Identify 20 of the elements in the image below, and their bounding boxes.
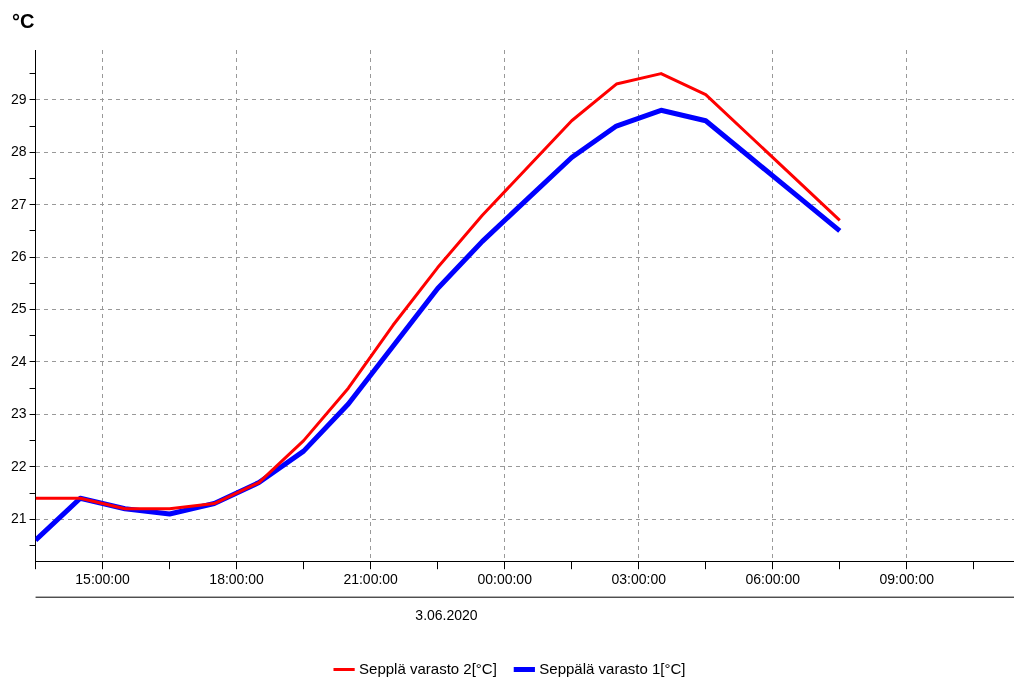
y-tick-label: 25 bbox=[10, 300, 27, 317]
text: 3.06.2020 bbox=[415, 607, 478, 624]
y-axis-title: °C bbox=[12, 10, 35, 33]
x-tick-label: 18:00:00 bbox=[209, 571, 265, 588]
y-tick-label: 27 bbox=[10, 195, 27, 212]
x-tick-label: 00:00:00 bbox=[477, 571, 533, 588]
y-tick-label: 24 bbox=[10, 352, 27, 369]
y-tick-label: 23 bbox=[10, 405, 27, 422]
x-tick-label: 09:00:00 bbox=[879, 571, 935, 588]
x-tick-label: 15:00:00 bbox=[75, 571, 131, 588]
x-tick-label: 21:00:00 bbox=[343, 571, 399, 588]
x-tick-label: 06:00:00 bbox=[745, 571, 801, 588]
x-tick-label: 03:00:00 bbox=[611, 571, 667, 588]
y-tick-label: 22 bbox=[10, 457, 27, 474]
y-tick-label: 26 bbox=[10, 247, 27, 264]
y-tick-label: 21 bbox=[10, 510, 27, 527]
y-tick-label: 28 bbox=[10, 143, 27, 160]
legend-label: Sepplä varasto 2[°C] bbox=[359, 659, 497, 677]
legend-label: Seppälä varasto 1[°C] bbox=[539, 659, 686, 677]
y-tick-label: 29 bbox=[10, 90, 27, 107]
